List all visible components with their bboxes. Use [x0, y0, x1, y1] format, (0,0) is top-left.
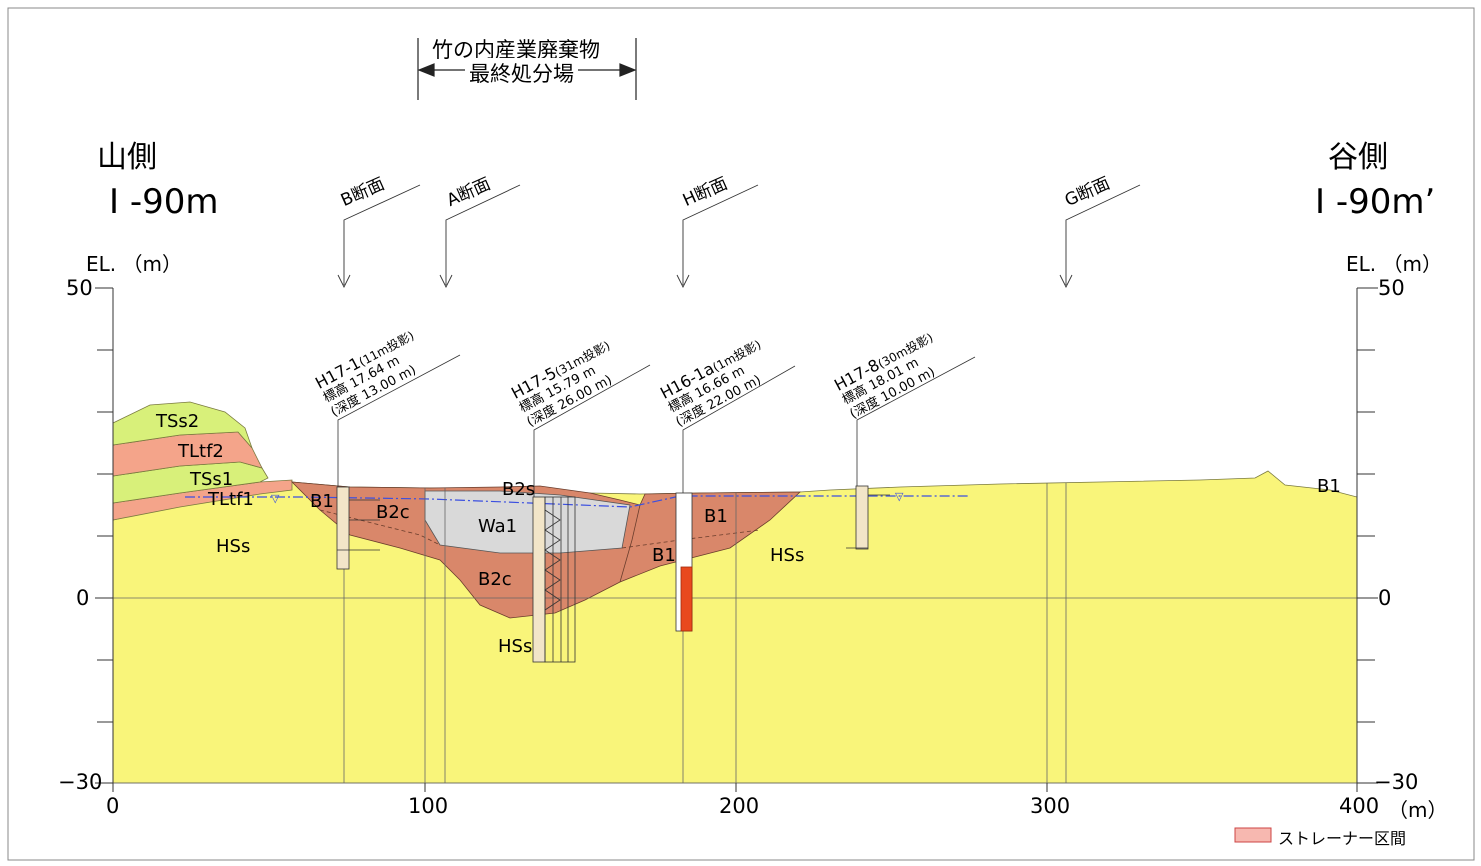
borehole-leaders	[337, 354, 976, 497]
layer-wa1	[424, 490, 631, 554]
borehole-h16-1a-log	[675, 492, 693, 632]
x-axis	[112, 783, 1358, 792]
borehole-h17-8-log	[846, 485, 890, 550]
boundary-b1-lower	[619, 504, 641, 583]
layer-tss2	[112, 401, 253, 449]
water-mark-2: ▽	[895, 490, 904, 503]
left-axis	[95, 287, 114, 784]
grid	[113, 483, 1357, 784]
right-axis	[1356, 287, 1378, 784]
groundwater-line	[185, 495, 968, 508]
drawing-border	[7, 7, 1475, 861]
legend-swatch-strainer	[1234, 827, 1272, 843]
water-mark-1: ▽	[271, 492, 280, 505]
facility-range-arrow	[417, 38, 637, 100]
strainer-section	[680, 566, 693, 632]
borehole-h17-5-log	[532, 496, 576, 663]
borehole-h17-1-log	[336, 486, 380, 570]
section-pointers	[337, 184, 1141, 289]
